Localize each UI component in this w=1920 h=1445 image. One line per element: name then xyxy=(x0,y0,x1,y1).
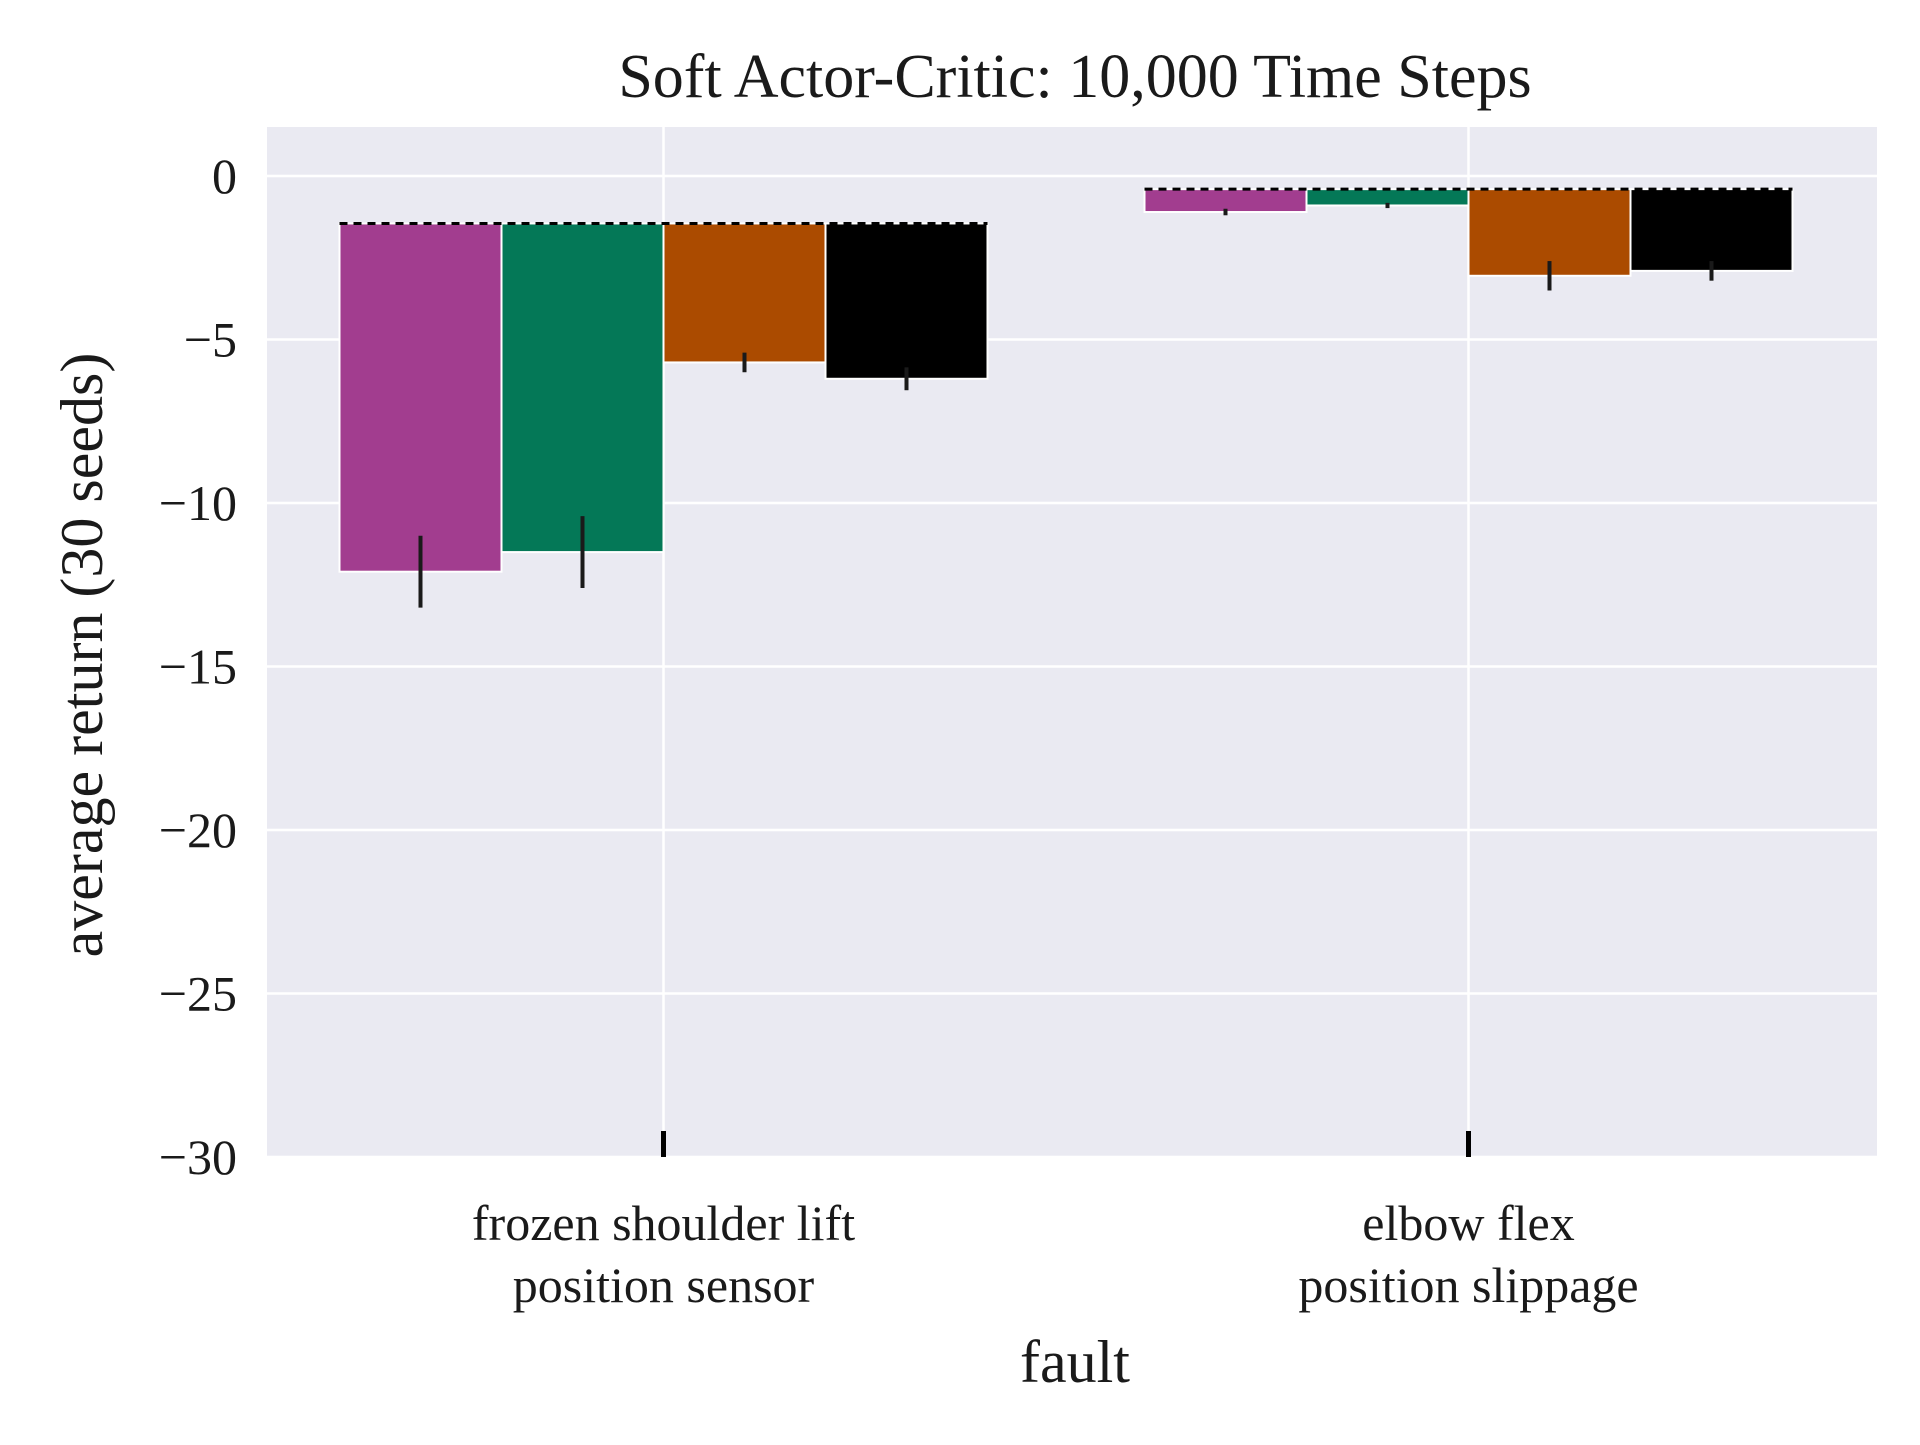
bar xyxy=(1143,188,1308,214)
chart-title: Soft Actor-Critic: 10,000 Time Steps xyxy=(618,43,1531,111)
x-tick-label: elbow flex xyxy=(1362,1195,1574,1251)
bar xyxy=(338,222,503,573)
y-tick-label: −30 xyxy=(159,1129,237,1185)
x-tick-label: position sensor xyxy=(513,1257,815,1313)
x-axis-label: fault xyxy=(1020,1329,1130,1395)
bar xyxy=(500,222,665,554)
y-tick-label: −15 xyxy=(159,639,237,695)
y-tick-label: −5 xyxy=(184,312,237,368)
x-tick-label: position slippage xyxy=(1298,1257,1638,1313)
y-tick-label: −25 xyxy=(159,966,237,1022)
y-axis-label: average return (30 seeds) xyxy=(49,353,115,958)
y-tick-label: 0 xyxy=(212,148,237,204)
y-tick-label: −20 xyxy=(159,802,237,858)
bar xyxy=(824,222,989,380)
y-tick-label: −10 xyxy=(159,475,237,531)
bar xyxy=(1629,188,1794,272)
x-tick-label: frozen shoulder lift xyxy=(472,1195,855,1251)
bar xyxy=(662,222,827,364)
